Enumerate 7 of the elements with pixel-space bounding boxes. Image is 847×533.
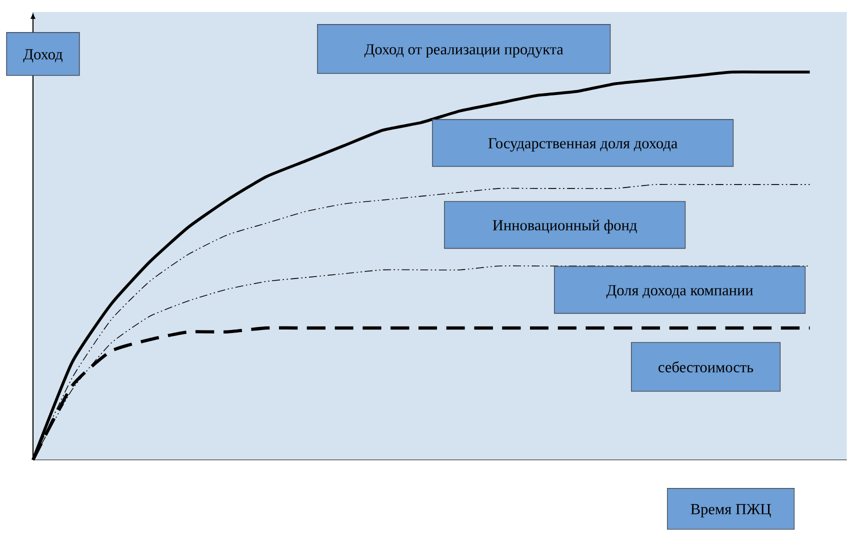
annotation: Доля дохода компании [606, 285, 753, 299]
text: Доход от реализации продукта [364, 44, 564, 58]
x-axis-title: Время ПЖЦ [690, 504, 771, 518]
annotation: Инновационный фонд [492, 220, 637, 234]
annotation: себестоимость [658, 361, 754, 372]
y-axis-title: Доход [23, 49, 62, 63]
annotation: Государственная доля дохода [488, 138, 678, 152]
